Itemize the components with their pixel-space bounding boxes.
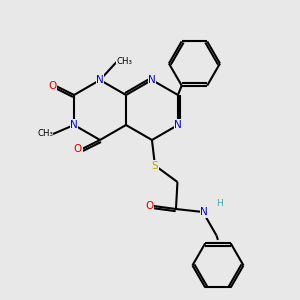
Text: CH₃: CH₃ (37, 130, 53, 139)
Text: O: O (145, 201, 154, 211)
Text: H: H (216, 199, 223, 208)
Text: N: N (200, 207, 208, 217)
Text: O: O (74, 144, 82, 154)
Text: O: O (48, 81, 56, 91)
Text: N: N (96, 75, 104, 85)
Text: N: N (70, 120, 78, 130)
Text: N: N (148, 75, 156, 85)
Text: CH₃: CH₃ (116, 58, 133, 67)
Text: S: S (152, 160, 158, 170)
Text: N: N (174, 120, 182, 130)
